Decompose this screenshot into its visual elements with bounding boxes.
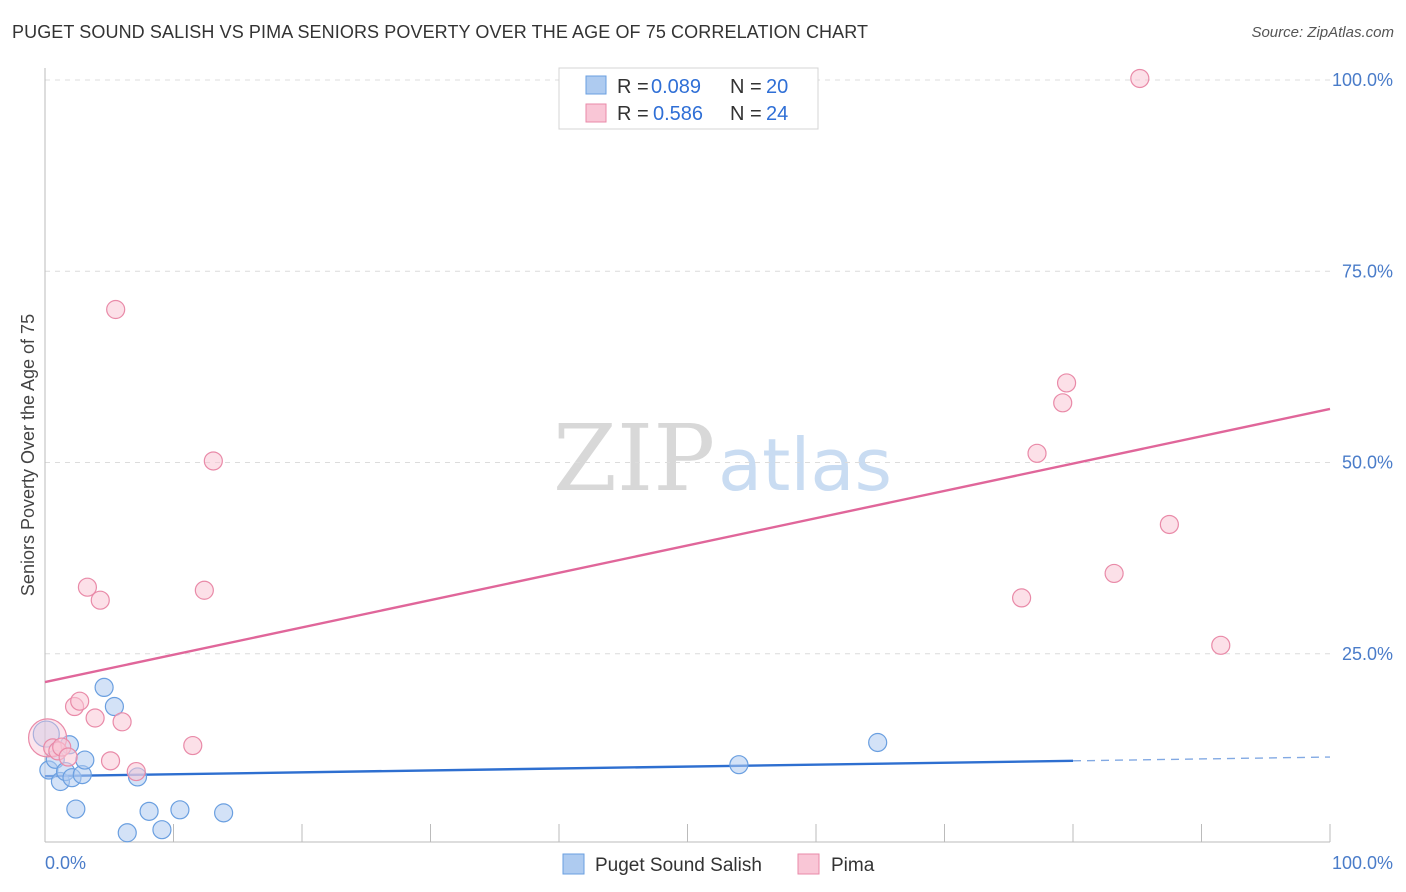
point-pima-8: [85, 708, 105, 728]
point-pima-24: [1211, 635, 1231, 655]
point-pima-15: [194, 580, 214, 600]
point-pima-16: [203, 451, 223, 471]
point-salish-18: [868, 732, 888, 753]
tick-labels: 25.0% 50.0% 75.0% 100.0% 0.0% 100.0%: [45, 70, 1393, 873]
point-pima-19: [1053, 393, 1073, 413]
y-tick-label-1: 50.0%: [1342, 453, 1393, 473]
trend-line-pima: [44, 407, 1331, 684]
point-pima-17: [1011, 588, 1032, 608]
legend: R = 0.089 N = 20 R = 0.586 N = 24: [558, 67, 819, 130]
bottom-legend: Puget Sound Salish Pima: [562, 853, 875, 876]
legend-r-value-salish: 0.089: [651, 76, 701, 98]
legend-n-label-pima: N =: [730, 103, 762, 125]
x-tick-label-1: 100.0%: [1332, 853, 1393, 873]
point-pima-18: [1027, 443, 1047, 463]
legend-n-label-salish: N =: [730, 76, 762, 98]
point-pima-12: [112, 712, 132, 732]
legend-r-label-pima: R =: [617, 103, 649, 125]
axes: [44, 68, 1331, 843]
point-pima-13: [126, 761, 146, 782]
point-salish-14: [152, 820, 172, 840]
point-salish-6: [66, 799, 86, 819]
trend-extension-salish: [1072, 756, 1331, 762]
point-salish-11: [117, 823, 137, 843]
data-points: [27, 68, 1231, 843]
bottom-legend-label-salish: Puget Sound Salish: [595, 855, 762, 876]
point-salish-16: [214, 803, 234, 823]
y-tick-label-3: 100.0%: [1332, 70, 1393, 90]
legend-n-value-salish: 20: [766, 76, 788, 98]
point-pima-7: [77, 577, 98, 597]
y-axis-label: Seniors Poverty Over the Age of 75: [18, 314, 38, 596]
point-salish-8: [75, 750, 95, 770]
point-pima-10: [100, 751, 121, 771]
bottom-legend-label-pima: Pima: [831, 855, 875, 876]
source-label: Source: ZipAtlas.com: [1251, 24, 1394, 41]
point-salish-15: [170, 800, 190, 820]
point-salish-13: [139, 801, 159, 821]
point-salish-9: [94, 677, 114, 698]
x-tick-label-0: 0.0%: [45, 853, 86, 873]
watermark-zip: ZIP: [553, 405, 715, 512]
point-pima-21: [1104, 563, 1124, 584]
point-pima-14: [183, 735, 203, 756]
point-pima-11: [106, 299, 126, 320]
legend-swatch-salish: [585, 75, 607, 95]
point-salish-17: [729, 755, 749, 775]
trend-lines: [44, 407, 1331, 778]
point-pima-22: [1130, 68, 1150, 89]
point-pima-9: [90, 590, 110, 610]
bottom-legend-swatch-salish: [562, 853, 585, 875]
point-pima-4: [58, 747, 78, 767]
legend-r-value-pima: 0.586: [653, 103, 703, 125]
gridlines: [45, 79, 1330, 655]
point-pima-6: [70, 691, 90, 711]
legend-n-value-pima: 24: [766, 103, 788, 125]
legend-swatch-pima: [585, 103, 607, 123]
point-salish-10: [104, 696, 124, 717]
chart-title: PUGET SOUND SALISH VS PIMA SENIORS POVER…: [12, 22, 869, 42]
legend-r-label-salish: R =: [617, 76, 649, 98]
point-pima-23: [1159, 514, 1179, 535]
bottom-legend-swatch-pima: [797, 853, 820, 875]
trend-line-salish: [44, 759, 1074, 778]
watermark-atlas: atlas: [718, 423, 892, 507]
y-tick-label-0: 25.0%: [1342, 644, 1393, 664]
point-pima-20: [1056, 373, 1077, 393]
y-tick-label-2: 75.0%: [1342, 261, 1393, 281]
